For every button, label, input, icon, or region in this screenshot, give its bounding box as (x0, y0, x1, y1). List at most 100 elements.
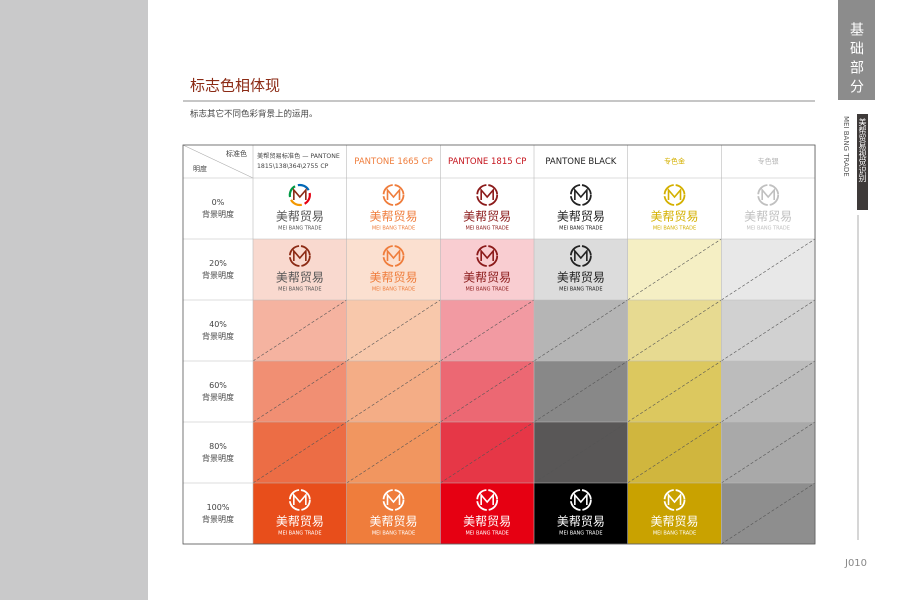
color-cell (346, 483, 441, 544)
logo-subtitle: MEI BANG TRADE (465, 226, 508, 232)
row-percent: 0% (212, 198, 225, 207)
logo-mark (386, 492, 401, 505)
brand-en-label: MEI BANG TRADE (842, 116, 850, 177)
logo-ring (288, 185, 296, 198)
logo-ring (288, 245, 311, 267)
logo-ring (476, 245, 499, 267)
color-cell (440, 178, 535, 239)
color-cell (627, 483, 722, 544)
logo-subtitle: MEI BANG TRADE (278, 226, 321, 232)
row-label: 背景明度 (202, 270, 234, 280)
diagonal (533, 360, 628, 423)
row-label: 背景明度 (202, 209, 234, 219)
logo-subtitle: MEI BANG TRADE (653, 226, 696, 232)
logo-subtitle: MEI BANG TRADE (372, 287, 415, 293)
logo-ring (303, 192, 311, 205)
logo-ring (476, 184, 499, 206)
corner-diagonal (182, 144, 254, 179)
diagonal (721, 421, 816, 484)
logo-name: 美帮贸易 (369, 515, 417, 529)
column-header-line: 1815\138\364\2755 CP (257, 163, 329, 170)
logo-name: 美帮贸易 (276, 271, 324, 285)
color-cell (253, 239, 347, 300)
diagonal (440, 299, 535, 362)
page-number: J010 (844, 558, 867, 569)
diagonal (721, 299, 816, 362)
left-band (0, 0, 148, 600)
logo-mark (667, 492, 682, 505)
column-header: PANTONE BLACK (545, 157, 616, 167)
row-percent: 80% (209, 442, 227, 451)
color-cell (440, 483, 535, 544)
column-header: PANTONE 1665 CP (354, 157, 432, 167)
logo-ring (382, 245, 405, 267)
logo-ring (288, 489, 311, 511)
diagonal (346, 299, 441, 362)
color-cell (627, 178, 722, 239)
color-cell (534, 239, 628, 300)
column-header: 美帮贸易标准色 — PANTONE 1815\138\364\2755 CP (257, 152, 340, 170)
logo-subtitle: MEI BANG TRADE (372, 226, 415, 232)
row-label: 背景明度 (202, 514, 234, 524)
section-tab (838, 0, 875, 100)
row-percent: 100% (207, 503, 230, 512)
diagonal (721, 360, 816, 423)
column-header-line: 美帮贸易标准色 — PANTONE (257, 152, 340, 160)
column-header: PANTONE 1815 CP (448, 157, 526, 167)
section-label: 基础部分 (848, 21, 864, 98)
diagonal (252, 299, 347, 362)
diagonal (533, 299, 628, 362)
logo-subtitle: MEI BANG TRADE (559, 287, 602, 293)
diagonal (627, 360, 722, 423)
logo-name: 美帮贸易 (557, 271, 605, 285)
logo-name: 美帮贸易 (557, 515, 605, 529)
logo-name: 美帮贸易 (369, 271, 417, 285)
row-percent: 20% (209, 259, 227, 268)
logo-name: 美帮贸易 (651, 210, 699, 224)
logo-subtitle: MEI BANG TRADE (559, 531, 602, 537)
corner-bottom: 明度 (193, 164, 207, 173)
logo-mark (293, 492, 307, 505)
logo-mark (386, 248, 401, 261)
logo-ring (569, 184, 592, 206)
row-percent: 40% (209, 320, 227, 329)
logo-mark (574, 187, 588, 200)
row-label: 背景明度 (202, 331, 234, 341)
row-percent: 60% (209, 381, 227, 390)
logo-ring (290, 199, 303, 207)
table-border (182, 144, 816, 545)
corner-top: 标准色 (226, 149, 247, 158)
logo-ring (663, 489, 686, 511)
page-title: 标志色相体现 (190, 77, 280, 95)
diagonal (252, 421, 347, 484)
logo-ring (476, 489, 499, 511)
logo-name: 美帮贸易 (463, 515, 511, 529)
logo-ring (569, 489, 592, 511)
logo-mark (761, 187, 775, 200)
diagonal (533, 421, 628, 484)
diagonal (627, 421, 722, 484)
logo-name: 美帮贸易 (276, 515, 324, 529)
diagonal (252, 360, 347, 423)
color-cell (534, 483, 628, 544)
row-label: 背景明度 (202, 453, 234, 463)
logo-subtitle: MEI BANG TRADE (653, 531, 696, 537)
brand-label: 美帮贸易视觉识别 (858, 117, 867, 183)
diagonal (721, 482, 816, 545)
logo-name: 美帮贸易 (557, 210, 605, 224)
logo-subtitle: MEI BANG TRADE (372, 531, 415, 537)
logo-subtitle: MEI BANG TRADE (559, 226, 602, 232)
logo-ring (663, 184, 686, 206)
diagonal (721, 238, 816, 301)
column-header: 专色银 (758, 157, 779, 166)
logo-mark (386, 187, 401, 200)
logo-subtitle: MEI BANG TRADE (465, 531, 508, 537)
logo-name: 美帮贸易 (463, 271, 511, 285)
logo-ring (757, 184, 780, 206)
logo-name: 美帮贸易 (276, 210, 324, 224)
logo-name: 美帮贸易 (744, 210, 792, 224)
color-cell (253, 178, 347, 239)
logo-name: 美帮贸易 (369, 210, 417, 224)
logo-mark (667, 187, 682, 200)
